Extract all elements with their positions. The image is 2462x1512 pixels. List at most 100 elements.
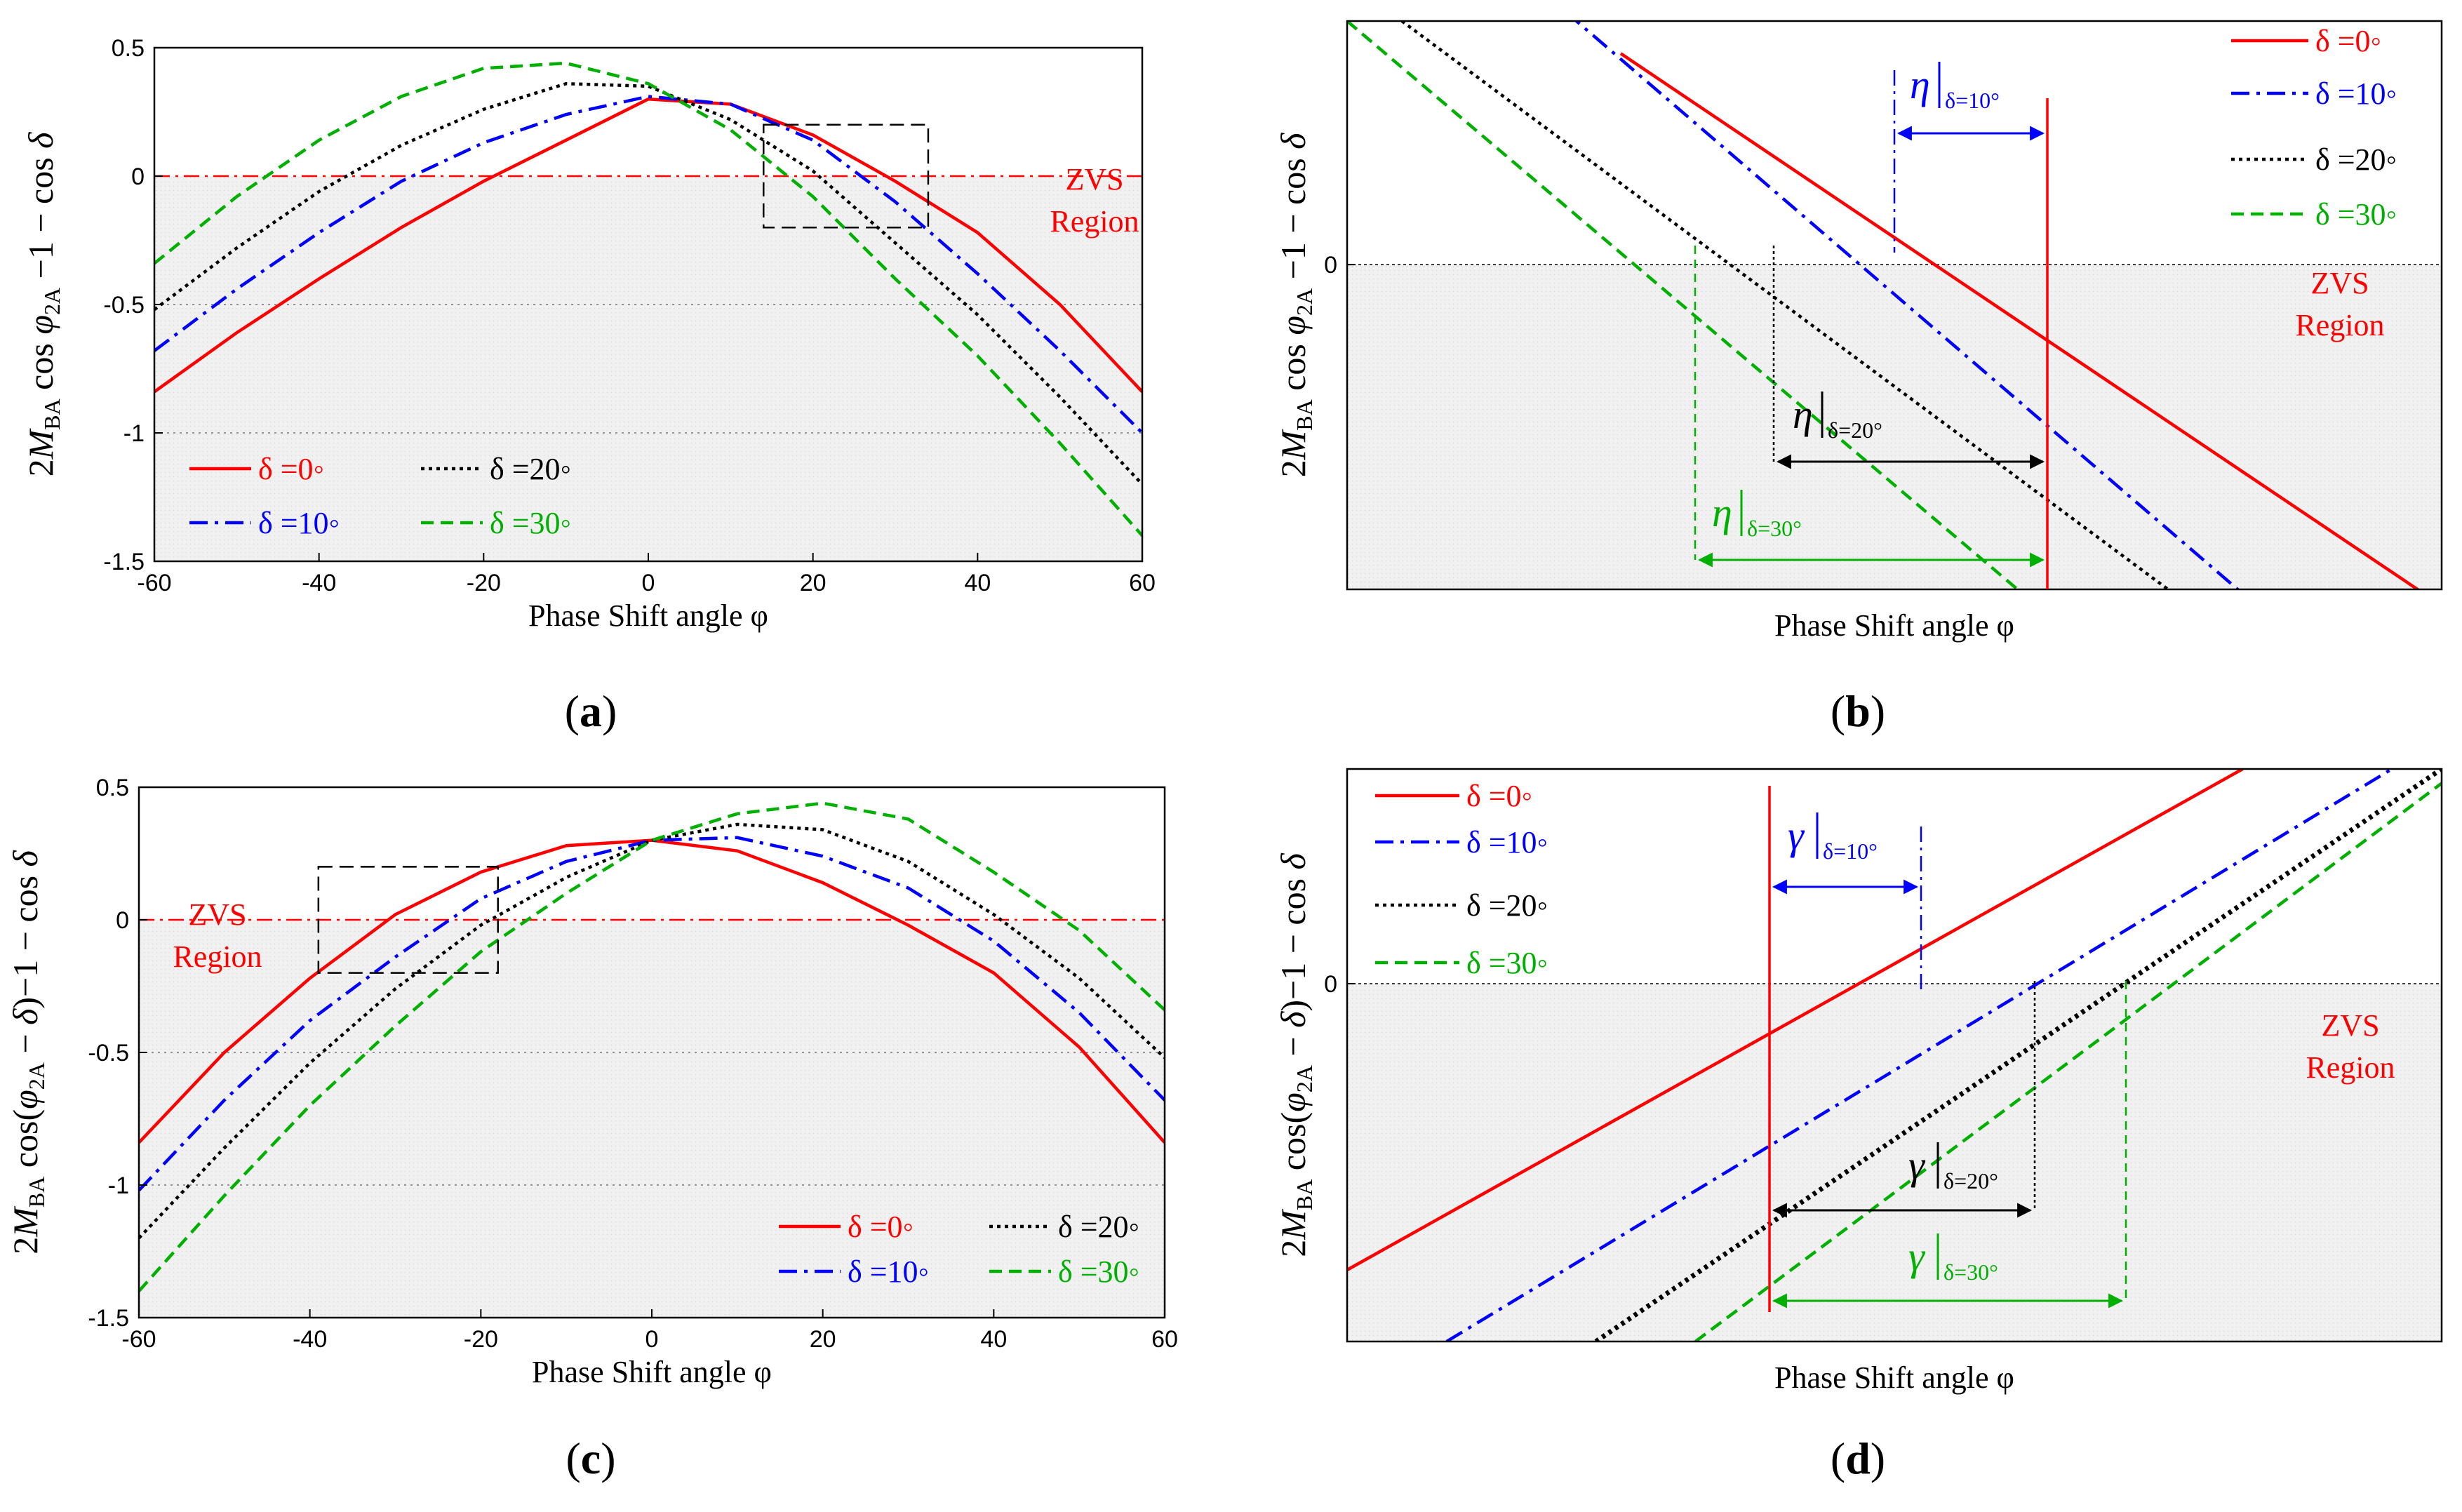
panel-caption: (a) (565, 686, 617, 736)
legend-entry: δ =30◦ (1058, 1255, 1139, 1289)
y-tick-label: -1 (108, 1172, 129, 1199)
y-tick-label: -1 (123, 420, 145, 447)
series-line-0 (1347, 769, 2244, 1271)
x-tick-label: -60 (137, 570, 171, 596)
legend-entry: δ =0◦ (848, 1210, 914, 1244)
zvs-label: ZVS (2310, 266, 2369, 300)
svg-text:2MBA cos φ2A −1 − cos δ: 2MBA cos φ2A −1 − cos δ (1273, 133, 1317, 478)
zvs-label: Region (2295, 308, 2384, 342)
y-axis-label: 2MBA cos(φ2A − δ)−1 − cos δ (6, 850, 49, 1254)
zoom-box (317, 866, 499, 974)
annotation-symbol: γ (1908, 1142, 1926, 1188)
series-line-1 (1574, 21, 2240, 589)
chart-panel-d: 0 Phase Shift angle φ 2MBA cos(φ2A − δ)−1 … (1273, 768, 2443, 1483)
chart-panel-b: 0 Phase Shift angle φ 2MBA cos φ2A −1 − co… (1273, 20, 2443, 736)
x-tick-label: 40 (980, 1326, 1007, 1353)
plot-frame (1346, 768, 2443, 1343)
x-tick-label: 60 (1129, 570, 1156, 596)
x-tick-label: 20 (810, 1326, 836, 1353)
legend-entry: δ =20◦ (1058, 1210, 1139, 1244)
series-line-2 (139, 822, 1165, 1240)
x-axis-label: Phase Shift angle φ (532, 1355, 772, 1389)
series-line-1 (1445, 769, 2393, 1342)
series-line-1 (139, 836, 1165, 1192)
svg-text:2MBA cos(φ2A − δ)−1 − cos δ: 2MBA cos(φ2A − δ)−1 − cos δ (6, 850, 49, 1254)
legend-entry: δ =0◦ (258, 452, 324, 486)
zvs-region-shade (154, 176, 1142, 561)
annotation-subscript: δ=30° (1747, 516, 1802, 541)
legend-entry: δ =30◦ (1466, 946, 1548, 980)
x-tick-label: 40 (964, 570, 991, 596)
zoom-box (763, 123, 930, 229)
legend-entry: δ =20◦ (490, 452, 571, 486)
x-tick-label: 60 (1151, 1326, 1178, 1353)
legend-entry: δ =10◦ (848, 1255, 929, 1289)
x-tick-label: 0 (642, 570, 655, 596)
legend-entry: δ =20◦ (2315, 142, 2397, 177)
zvs-label: Region (1050, 204, 1139, 239)
y-tick-label: 0 (131, 163, 145, 190)
series-line-0 (1619, 52, 2421, 589)
zvs-label: Region (2306, 1050, 2395, 1085)
annotation-subscript: δ=20° (1943, 1168, 1998, 1193)
panel-caption: (c) (566, 1433, 615, 1483)
x-tick-label: -60 (121, 1326, 156, 1353)
y-tick-label: 0 (116, 907, 129, 934)
zvs-label: ZVS (2321, 1008, 2379, 1043)
x-axis-label: Phase Shift angle φ (1774, 608, 2014, 643)
legend-entry: δ =20◦ (1466, 888, 1548, 923)
y-axis-label: 2MBA cos φ2A −1 − cos δ (21, 132, 65, 477)
annotation-symbol: γ (1788, 812, 1805, 858)
series-line-2 (154, 81, 1142, 486)
x-tick-label: -40 (302, 570, 336, 596)
annotation-subscript: δ=20° (1828, 417, 1882, 443)
y-tick-label: 0 (1324, 252, 1337, 279)
x-tick-label: -20 (464, 1326, 498, 1353)
x-tick-label: 0 (645, 1326, 659, 1353)
x-tick-label: -20 (467, 570, 501, 596)
zvs-label: ZVS (188, 897, 246, 932)
plot-frame (1346, 20, 2443, 591)
zvs-region-shade (139, 920, 1165, 1318)
legend-entry: δ =10◦ (1466, 825, 1548, 859)
series-group (139, 801, 1165, 1292)
series-line-0 (139, 838, 1165, 1144)
legend-entry: δ =10◦ (2315, 76, 2397, 111)
svg-text:2MBA cos(φ2A − δ)−1 − cos δ: 2MBA cos(φ2A − δ)−1 − cos δ (1273, 852, 1317, 1257)
series-line-0 (154, 97, 1142, 394)
x-axis-label: Phase Shift angle φ (1774, 1360, 2014, 1395)
y-axis-label: 2MBA cos φ2A −1 − cos δ (1273, 133, 1317, 478)
y-tick-label: -0.5 (103, 292, 145, 319)
zvs-region-shade (1347, 984, 2442, 1342)
legend-entry: δ =30◦ (490, 506, 571, 540)
y-axis-label: 2MBA cos(φ2A − δ)−1 − cos δ (1273, 852, 1317, 1257)
chart-panel-c: -60 -40 -20 0 20 40 60 0.5 0 -0.5 -1 -1.5 Phase Shif… (6, 775, 1178, 1483)
panel-caption: (b) (1831, 686, 1885, 736)
chart-panel-a: -60 -40 -20 0 20 40 60 0.5 0 -0.5 -1 -1.5 Phase Shif… (21, 35, 1156, 736)
y-tick-label: -0.5 (88, 1040, 129, 1066)
x-axis-label: Phase Shift angle φ (528, 598, 768, 633)
zvs-label: Region (173, 939, 262, 974)
annotation-symbol: η (1712, 490, 1732, 535)
legend-entry: δ =0◦ (2315, 24, 2381, 58)
annotation-symbol: η (1910, 62, 1930, 107)
annotation-symbol: η (1793, 392, 1813, 437)
annotation-symbol: γ (1908, 1233, 1926, 1279)
y-tick-label: -1.5 (88, 1305, 129, 1332)
series-line-3 (1694, 782, 2442, 1342)
annotation-subscript: δ=30° (1943, 1259, 1998, 1285)
legend-entry: δ =10◦ (258, 506, 340, 540)
zvs-label: ZVS (1065, 162, 1123, 196)
y-tick-label: 0 (1324, 971, 1337, 998)
panel-caption: (d) (1831, 1433, 1885, 1483)
legend-entry: δ =30◦ (2315, 197, 2397, 232)
series-line-3 (154, 61, 1142, 537)
annotation-subscript: δ=10° (1945, 88, 2000, 113)
y-tick-label: 0.5 (96, 775, 129, 801)
x-tick-label: 20 (800, 570, 827, 596)
series-line-1 (154, 95, 1142, 434)
svg-text:2MBA cos φ2A −1 − cos δ: 2MBA cos φ2A −1 − cos δ (21, 132, 65, 477)
annotation-subscript: δ=10° (1823, 838, 1878, 864)
zvs-region-shade (1347, 265, 2442, 589)
